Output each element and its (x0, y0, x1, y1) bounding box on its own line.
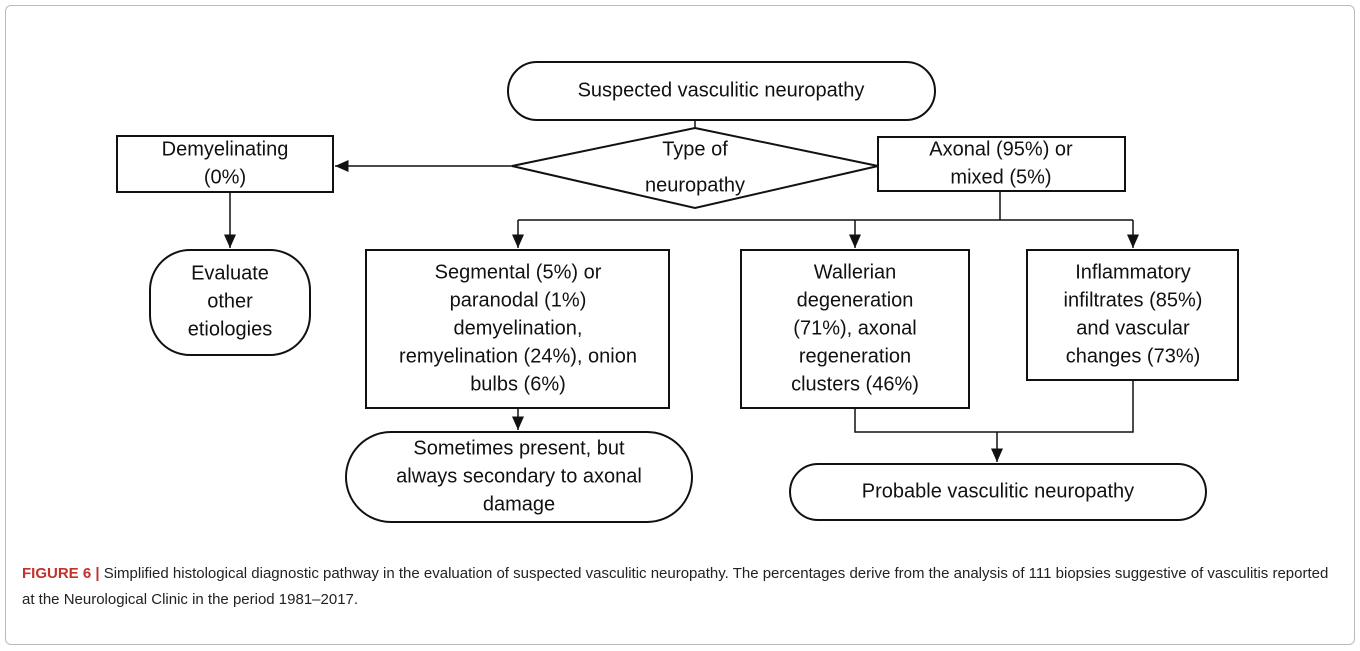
node-label: damage (483, 493, 555, 515)
node-label: bulbs (6%) (470, 373, 566, 395)
node-label: degeneration (797, 289, 914, 311)
node-label: Probable vasculitic neuropathy (862, 480, 1134, 502)
connectors (224, 120, 1139, 462)
node-label: Type of (662, 138, 728, 160)
node-label: and vascular (1076, 317, 1190, 339)
node-label: Demyelinating (162, 138, 289, 160)
process-node (365, 249, 670, 409)
node-label: always secondary to axonal (396, 465, 642, 487)
decision-node (511, 126, 879, 210)
caption: FIGURE 6 | Simplified histological diagn… (22, 561, 1342, 613)
figure-frame (5, 5, 1355, 645)
node-label: Inflammatory (1075, 261, 1191, 283)
node-label: regeneration (799, 345, 911, 367)
node-label: demyelination, (454, 317, 583, 339)
terminal-node (789, 463, 1207, 521)
node-label: (0%) (204, 166, 246, 188)
process-node (740, 249, 970, 409)
node-label: clusters (46%) (791, 373, 919, 395)
process-node (116, 135, 334, 193)
start-node (507, 61, 936, 121)
node-label: Suspected vasculitic neuropathy (578, 79, 865, 101)
terminal-node (345, 431, 693, 523)
node-label: changes (73%) (1066, 345, 1201, 367)
caption-text: suggestive of vasculitis reported at the… (22, 565, 1329, 608)
node-label: Evaluate (191, 262, 269, 284)
flowchart: Suspected vasculitic neuropathy Type of ne… (116, 61, 1239, 523)
node-label: etiologies (188, 318, 273, 340)
caption-label: FIGURE 6 | (22, 565, 100, 582)
node-label: remyelination (24%), onion (399, 345, 637, 367)
node-label: neuropathy (645, 174, 745, 196)
node-label: Axonal (95%) or (929, 138, 1073, 160)
process-node (877, 136, 1126, 192)
terminal-node (149, 249, 311, 356)
node-label: Sometimes present, but (413, 437, 625, 459)
node-label: other (207, 290, 253, 312)
caption-text: Simplified histological diagnostic pathw… (103, 565, 1111, 582)
node-label: paranodal (1%) (450, 289, 587, 311)
node-label: mixed (5%) (950, 166, 1051, 188)
node-label: Wallerian (814, 261, 897, 283)
node-label: Segmental (5%) or (435, 261, 602, 283)
node-label: (71%), axonal (793, 317, 916, 339)
node-label: infiltrates (85%) (1064, 289, 1203, 311)
process-node (1026, 249, 1239, 381)
